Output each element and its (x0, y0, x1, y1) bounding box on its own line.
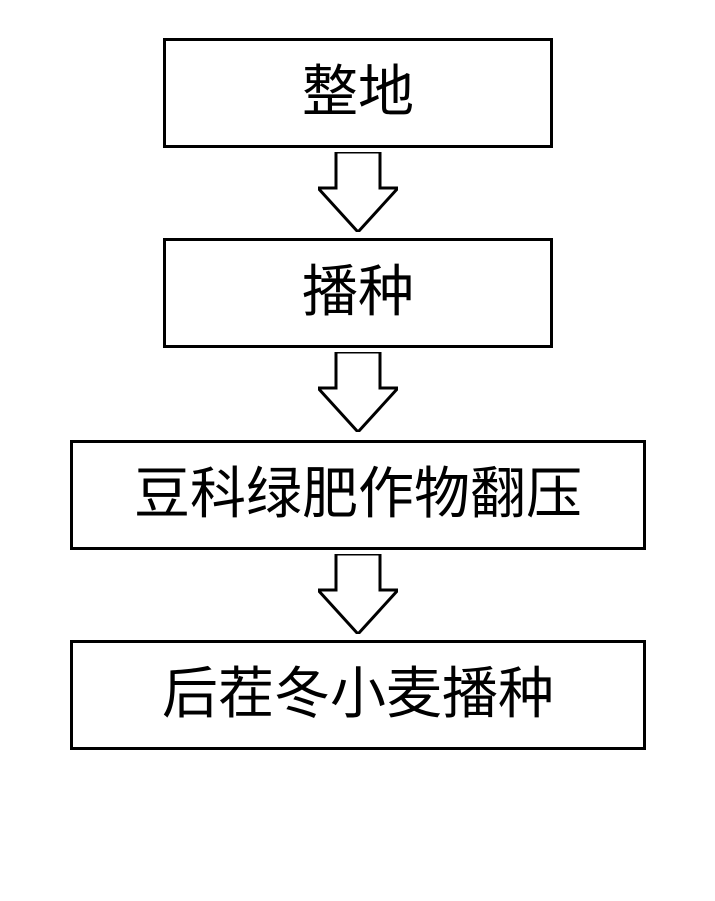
flowchart-canvas: 整地播种豆科绿肥作物翻压后茬冬小麦播种 (0, 0, 715, 901)
flow-step-label: 整地 (302, 65, 414, 121)
flow-step-label: 后茬冬小麦播种 (162, 667, 554, 723)
down-arrow-icon (318, 554, 398, 634)
down-arrow-icon (318, 352, 398, 432)
flow-step-n4: 后茬冬小麦播种 (70, 640, 646, 750)
down-arrow-icon (318, 152, 398, 232)
flow-step-n3: 豆科绿肥作物翻压 (70, 440, 646, 550)
flow-step-label: 播种 (302, 265, 414, 321)
flow-step-label: 豆科绿肥作物翻压 (134, 467, 582, 523)
flow-step-n2: 播种 (163, 238, 553, 348)
flow-step-n1: 整地 (163, 38, 553, 148)
